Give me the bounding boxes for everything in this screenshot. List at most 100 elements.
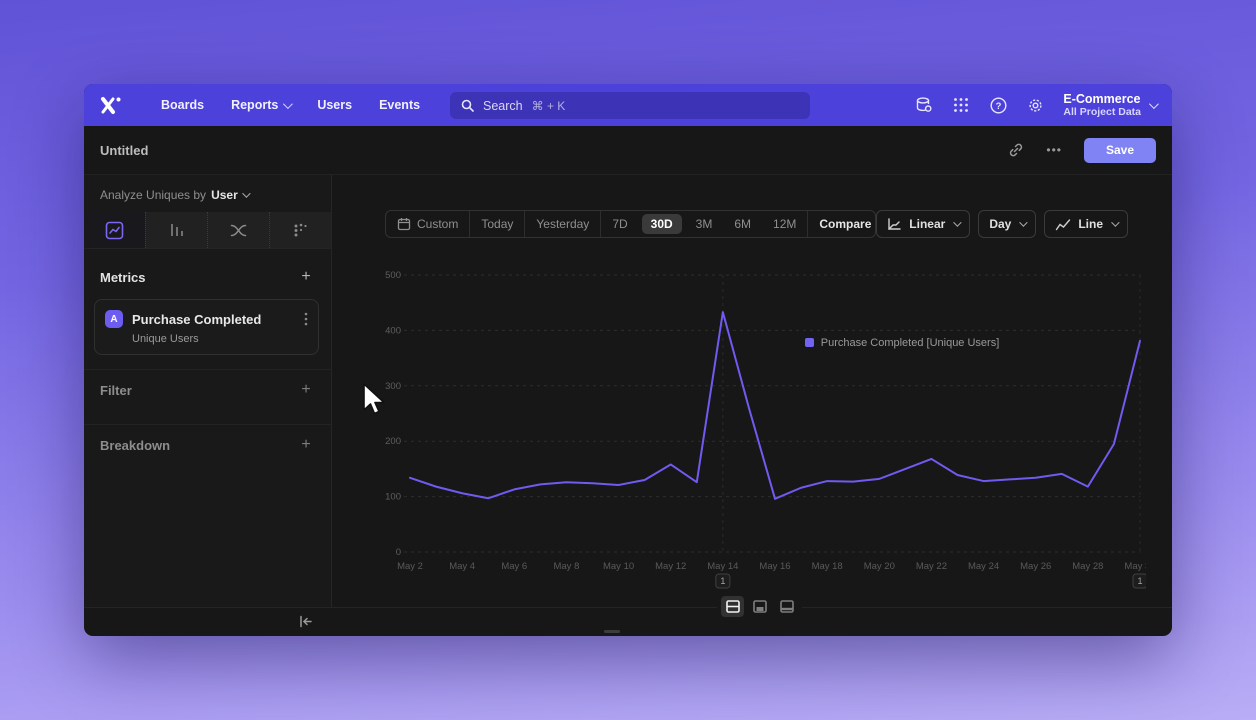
layout-toggle-group bbox=[717, 596, 802, 617]
tab-funnels[interactable] bbox=[145, 212, 207, 248]
metric-series-badge: A bbox=[105, 310, 123, 328]
compare-dropdown[interactable]: Compare bbox=[807, 211, 875, 237]
tab-flows[interactable] bbox=[207, 212, 269, 248]
breakdown-section-header: Breakdown + bbox=[84, 425, 331, 465]
svg-text:1: 1 bbox=[720, 576, 725, 586]
help-icon[interactable]: ? bbox=[989, 96, 1007, 114]
chart-type-label: Line bbox=[1078, 217, 1103, 231]
funnel-bars-icon bbox=[170, 224, 183, 236]
range-label: Today bbox=[481, 217, 514, 231]
insights-chart-icon bbox=[105, 221, 124, 239]
share-link-icon[interactable] bbox=[1008, 142, 1024, 158]
svg-text:May 8: May 8 bbox=[553, 561, 579, 572]
metrics-section-header: Metrics + bbox=[84, 257, 331, 297]
data-management-icon[interactable] bbox=[915, 96, 933, 114]
layout-bottom-button[interactable] bbox=[775, 596, 798, 617]
range-yesterday-button[interactable]: Yesterday bbox=[524, 211, 600, 237]
scale-label: Linear bbox=[909, 217, 946, 231]
nav-item-events[interactable]: Events bbox=[379, 98, 420, 112]
range-3m-button[interactable]: 3M bbox=[685, 211, 724, 237]
nav-item-label: Boards bbox=[161, 98, 205, 112]
top-navbar: Boards Reports Users Events Search ⌘ + K bbox=[84, 84, 1172, 126]
search-placeholder: Search bbox=[483, 98, 523, 113]
range-label: 12M bbox=[773, 217, 797, 231]
interval-dropdown[interactable]: Day bbox=[978, 210, 1037, 238]
more-options-button[interactable]: ••• bbox=[1046, 143, 1062, 157]
project-name: E-Commerce bbox=[1063, 91, 1141, 106]
svg-text:May 20: May 20 bbox=[864, 561, 895, 572]
add-breakdown-button[interactable]: + bbox=[301, 436, 311, 453]
layout-rows-button[interactable] bbox=[721, 596, 744, 617]
section-divider bbox=[84, 424, 331, 425]
metric-card[interactable]: A Purchase Completed Unique Users bbox=[94, 299, 319, 355]
nav-item-users[interactable]: Users bbox=[317, 98, 352, 112]
svg-text:May 16: May 16 bbox=[759, 561, 790, 572]
range-label: Yesterday bbox=[536, 217, 590, 231]
svg-text:500: 500 bbox=[385, 270, 401, 281]
nav-item-boards[interactable]: Boards bbox=[161, 98, 204, 112]
svg-text:May 12: May 12 bbox=[655, 561, 686, 572]
linear-axis-icon bbox=[888, 217, 901, 230]
add-filter-button[interactable]: + bbox=[301, 381, 311, 398]
range-label: 7D bbox=[612, 217, 628, 231]
svg-text:0: 0 bbox=[396, 547, 401, 558]
svg-text:200: 200 bbox=[385, 436, 401, 447]
svg-text:May 2: May 2 bbox=[397, 561, 423, 572]
svg-text:May 14: May 14 bbox=[707, 561, 738, 572]
settings-gear-icon[interactable] bbox=[1026, 96, 1044, 114]
tab-retention[interactable] bbox=[269, 212, 331, 248]
resize-handle[interactable] bbox=[604, 630, 620, 633]
compare-label: Compare bbox=[819, 217, 872, 231]
svg-text:400: 400 bbox=[385, 325, 401, 336]
range-6m-button[interactable]: 6M bbox=[723, 211, 762, 237]
analyze-entity-value: User bbox=[211, 188, 238, 202]
svg-text:May 6: May 6 bbox=[501, 561, 527, 572]
svg-text:May 24: May 24 bbox=[968, 561, 999, 572]
line-chart[interactable]: 0 100 200 300 400 500 May 2 May 4 May 6 May 8 May … bbox=[384, 269, 1146, 589]
tab-insights[interactable] bbox=[84, 212, 145, 248]
add-metric-button[interactable]: + bbox=[301, 268, 311, 285]
annotation-marker[interactable]: 1 bbox=[715, 573, 731, 589]
svg-text:300: 300 bbox=[385, 381, 401, 392]
range-today-button[interactable]: Today bbox=[469, 211, 524, 237]
layout-split-button[interactable] bbox=[748, 596, 771, 617]
svg-text:May 28: May 28 bbox=[1072, 561, 1103, 572]
collapse-sidebar-icon[interactable] bbox=[298, 615, 313, 628]
svg-text:100: 100 bbox=[385, 492, 401, 503]
legend-label: Purchase Completed [Unique Users] bbox=[820, 337, 1000, 349]
range-12m-button[interactable]: 12M bbox=[762, 211, 807, 237]
metric-options-icon[interactable] bbox=[304, 312, 308, 326]
query-sidebar: Analyze Uniques by User bbox=[84, 175, 332, 607]
project-selector[interactable]: E-Commerce All Project Data bbox=[1063, 91, 1159, 118]
breakdown-header-label: Breakdown bbox=[100, 437, 171, 453]
chevron-down-icon bbox=[241, 189, 251, 198]
apps-grid-icon[interactable] bbox=[952, 96, 970, 114]
project-scope: All Project Data bbox=[1063, 105, 1141, 118]
report-type-tabs bbox=[84, 212, 331, 249]
svg-text:May 30: May 30 bbox=[1124, 561, 1146, 572]
search-input[interactable]: Search ⌘ + K bbox=[450, 92, 810, 119]
save-button[interactable]: Save bbox=[1084, 137, 1156, 163]
scale-dropdown[interactable]: Linear bbox=[876, 210, 971, 238]
range-30d-button[interactable]: 30D bbox=[639, 211, 685, 237]
svg-text:May 22: May 22 bbox=[916, 561, 947, 572]
nav-item-label: Events bbox=[379, 98, 421, 112]
calendar-icon bbox=[397, 218, 411, 231]
nav-item-label: Reports bbox=[231, 98, 279, 112]
report-title[interactable]: Untitled bbox=[100, 142, 149, 158]
report-titlebar: Untitled ••• Save bbox=[84, 126, 1172, 175]
analyze-prefix: Analyze Uniques by bbox=[100, 188, 207, 202]
chevron-down-icon bbox=[283, 98, 294, 109]
metric-measure[interactable]: Unique Users bbox=[132, 333, 199, 345]
annotation-marker[interactable]: 1 bbox=[1132, 573, 1146, 589]
interval-label: Day bbox=[989, 217, 1012, 231]
analyze-row: Analyze Uniques by User bbox=[84, 175, 331, 212]
chart-type-dropdown[interactable]: Line bbox=[1044, 210, 1128, 238]
range-7d-button[interactable]: 7D bbox=[600, 211, 638, 237]
nav-item-reports[interactable]: Reports bbox=[231, 98, 294, 112]
mixpanel-logo-icon[interactable] bbox=[100, 95, 122, 115]
analyze-entity-dropdown[interactable]: User bbox=[211, 188, 251, 202]
range-custom-button[interactable]: Custom bbox=[386, 211, 469, 237]
chart-legend[interactable]: Purchase Completed [Unique Users] bbox=[632, 337, 1172, 349]
